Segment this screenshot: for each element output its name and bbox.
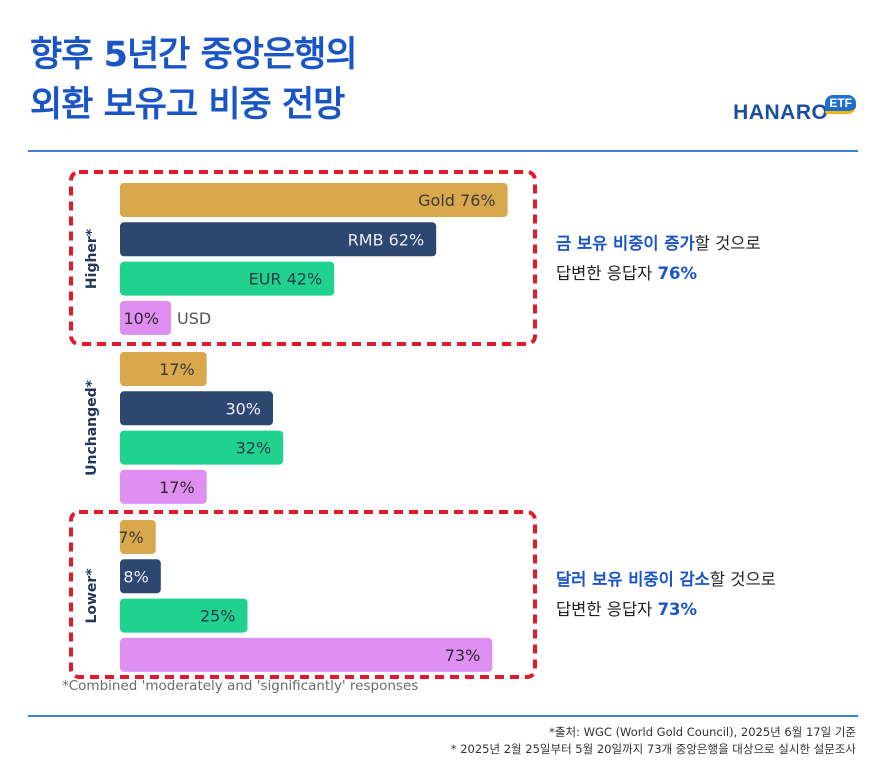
group-label-higher: Higher*	[84, 228, 100, 289]
bar-label-lower-usd: 73%	[445, 646, 481, 665]
page-title-line-2: 외환 보유고 비중 전망	[30, 85, 345, 125]
bar-higher-eur	[120, 261, 335, 296]
bar-unchanged-rmb	[120, 391, 273, 426]
bar-label-lower-eur: 25%	[200, 607, 236, 626]
bar-label-higher-gold: Gold 76%	[418, 191, 495, 210]
group-label-unchanged: Unchanged*	[84, 379, 100, 476]
bar-label-unchanged-usd: 17%	[159, 478, 195, 497]
bar-label-unchanged-eur: 32%	[236, 439, 272, 458]
bar-lower-rmb	[120, 559, 161, 594]
source-note: *출처: WGC (World Gold Council), 2025년 6월 …	[451, 724, 856, 758]
annotation-usd-rest: 할 것으로	[709, 570, 776, 589]
annotation-usd-value: 73%	[657, 600, 698, 619]
page-title: 향후 5년간 중앙은행의 외환 보유고 비중 전망	[30, 30, 358, 130]
bar-label-unchanged-gold: 17%	[159, 360, 195, 379]
source-line-2: * 2025년 2월 25일부터 5월 20일까지 73개 중앙은행을 대상으로…	[450, 742, 856, 756]
source-line-1: *출처: WGC (World Gold Council), 2025년 6월 …	[549, 725, 856, 739]
annotation-gold: 금 보유 비중이 증가할 것으로 답변한 응답자 76%	[556, 229, 761, 289]
hanaro-etf-logo: HANARO ETF	[733, 94, 856, 130]
bar-label-unchanged-rmb: 30%	[225, 399, 261, 418]
bar-outside-label-usd: USD	[177, 309, 211, 328]
bar-unchanged-eur	[120, 430, 284, 465]
bar-label-lower-rmb: 8%	[123, 567, 148, 586]
bar-higher-rmb	[120, 222, 437, 257]
page-title-line-1: 향후 5년간 중앙은행의	[30, 35, 358, 75]
header-divider	[28, 150, 858, 152]
bar-label-higher-eur: EUR 42%	[249, 270, 323, 289]
bar-label-higher-rmb: RMB 62%	[348, 230, 425, 249]
bar-lower-gold	[120, 520, 156, 554]
footer-divider	[28, 715, 858, 717]
chart-footnote: *Combined 'moderately and 'significantly…	[62, 678, 419, 694]
annotation-usd: 달러 보유 비중이 감소할 것으로 답변한 응답자 73%	[556, 565, 776, 625]
bar-unchanged-usd	[120, 469, 207, 504]
annotation-gold-line2: 답변한 응답자	[556, 264, 658, 283]
bar-label-higher-usd: 10%	[123, 309, 159, 328]
annotation-gold-highlight: 금 보유 비중이 증가	[556, 234, 695, 253]
bar-higher-usd	[120, 300, 171, 335]
annotation-usd-highlight: 달러 보유 비중이 감소	[556, 570, 710, 589]
annotation-usd-line2: 답변한 응답자	[556, 600, 658, 619]
bar-lower-usd	[120, 637, 493, 672]
logo-text: HANARO	[733, 101, 829, 124]
annotation-gold-rest: 할 것으로	[694, 234, 761, 253]
bar-label-lower-gold: 7%	[118, 528, 143, 547]
bar-lower-eur	[120, 598, 248, 633]
logo-badge: ETF	[825, 94, 856, 114]
bar-unchanged-gold	[120, 352, 207, 386]
bar-higher-gold	[120, 183, 508, 217]
highlight-box-lower	[69, 510, 537, 679]
group-label-lower: Lower*	[84, 568, 100, 624]
annotation-gold-value: 76%	[657, 264, 698, 283]
